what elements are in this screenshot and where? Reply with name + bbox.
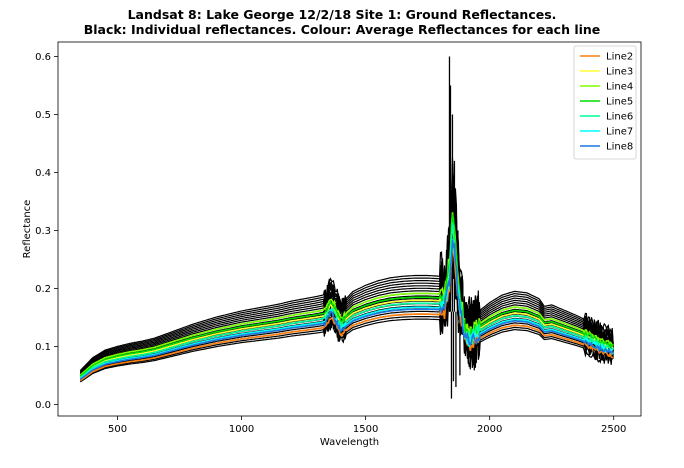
x-tick-label: 1500: [353, 424, 378, 435]
individual-spectrum-line: [79, 163, 614, 372]
axes: 500 1000 1500 2000 2500 0.0 0.1 0.2 0.3 0.4 0.5 0.6: [35, 52, 626, 435]
series-line-line3: [79, 227, 614, 378]
chart-title-line1: Landsat 8: Lake George 12/2/18 Site 1: G…: [128, 7, 557, 22]
series-line-line4: [79, 212, 614, 376]
individual-spectrum-line: [79, 231, 614, 381]
y-tick-label: 0.0: [35, 400, 51, 411]
plot-area: [79, 56, 614, 399]
individual-spectrum-line: [79, 157, 614, 371]
legend-label-line5: Line5: [606, 97, 633, 108]
individual-spectrum-line: [79, 189, 614, 375]
x-tick-label: 500: [108, 424, 127, 435]
individual-spectrum-line: [79, 184, 614, 375]
y-tick-label: 0.3: [35, 226, 51, 237]
x-tick-label: 2000: [477, 424, 502, 435]
y-axis-label: Reflectance: [22, 200, 33, 259]
individual-spectrum-line: [79, 168, 614, 373]
chart-title-line2: Black: Individual reflectances. Colour: …: [84, 22, 601, 37]
legend-label-line2: Line2: [606, 52, 633, 63]
legend-label-line8: Line8: [606, 142, 633, 153]
series-line-line6: [79, 222, 614, 379]
y-tick-label: 0.4: [35, 168, 51, 179]
individual-spectrum-line: [79, 173, 614, 373]
individual-spectrum-line: [79, 178, 614, 374]
legend-label-line3: Line3: [606, 67, 633, 78]
y-tick-label: 0.5: [35, 110, 51, 121]
individual-spectrum-line: [79, 242, 614, 382]
legend-label-line6: Line6: [606, 112, 633, 123]
plot-frame: [57, 41, 642, 417]
series-line-line2: [79, 242, 614, 382]
y-tick-label: 0.6: [35, 52, 51, 63]
y-tick-label: 0.2: [35, 284, 51, 295]
legend: Line2 Line3 Line4 Line5 Line6 Line7 Line8: [573, 45, 637, 160]
series-line-line8: [79, 239, 614, 381]
x-axis-label: Wavelength: [320, 437, 379, 448]
x-tick-label: 2500: [601, 424, 626, 435]
series-line-line5: [79, 212, 614, 377]
y-tick-label: 0.1: [35, 342, 51, 353]
x-tick-label: 1000: [229, 424, 254, 435]
legend-label-line7: Line7: [606, 127, 633, 138]
series-line-line7: [79, 238, 614, 380]
legend-label-line4: Line4: [606, 82, 633, 93]
individual-spectrum-line: [79, 247, 614, 383]
